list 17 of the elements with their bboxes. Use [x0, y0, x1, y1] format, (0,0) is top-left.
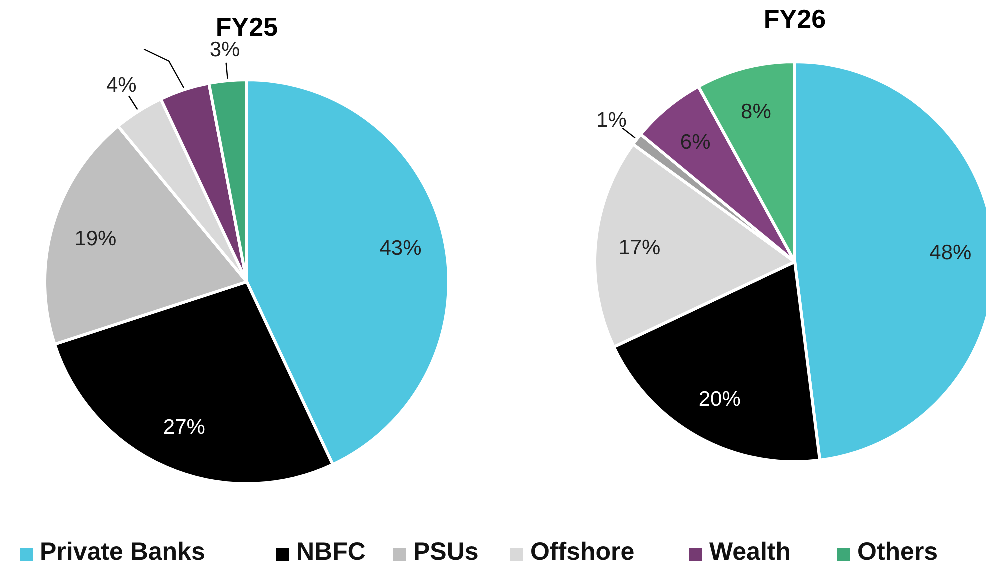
- legend-label: Offshore: [530, 538, 635, 566]
- data-label: 27%: [163, 416, 206, 439]
- data-label: 19%: [74, 227, 117, 250]
- data-label: 43%: [380, 236, 422, 260]
- legend-label: PSUs: [414, 538, 479, 566]
- data-label: 6%: [680, 131, 711, 154]
- data-label: 48%: [930, 242, 972, 265]
- data-label: 8%: [741, 100, 772, 124]
- chart-title: FY26: [764, 4, 826, 34]
- legend-label: Private Banks: [40, 538, 206, 566]
- legend-label: Wealth: [710, 538, 791, 566]
- legend-label: Others: [858, 538, 938, 566]
- data-label: 1%: [596, 109, 627, 132]
- data-label: 17%: [618, 236, 661, 260]
- data-label: 20%: [698, 388, 741, 412]
- legend-label: NBFC: [296, 538, 366, 566]
- data-label: 4%: [106, 74, 137, 97]
